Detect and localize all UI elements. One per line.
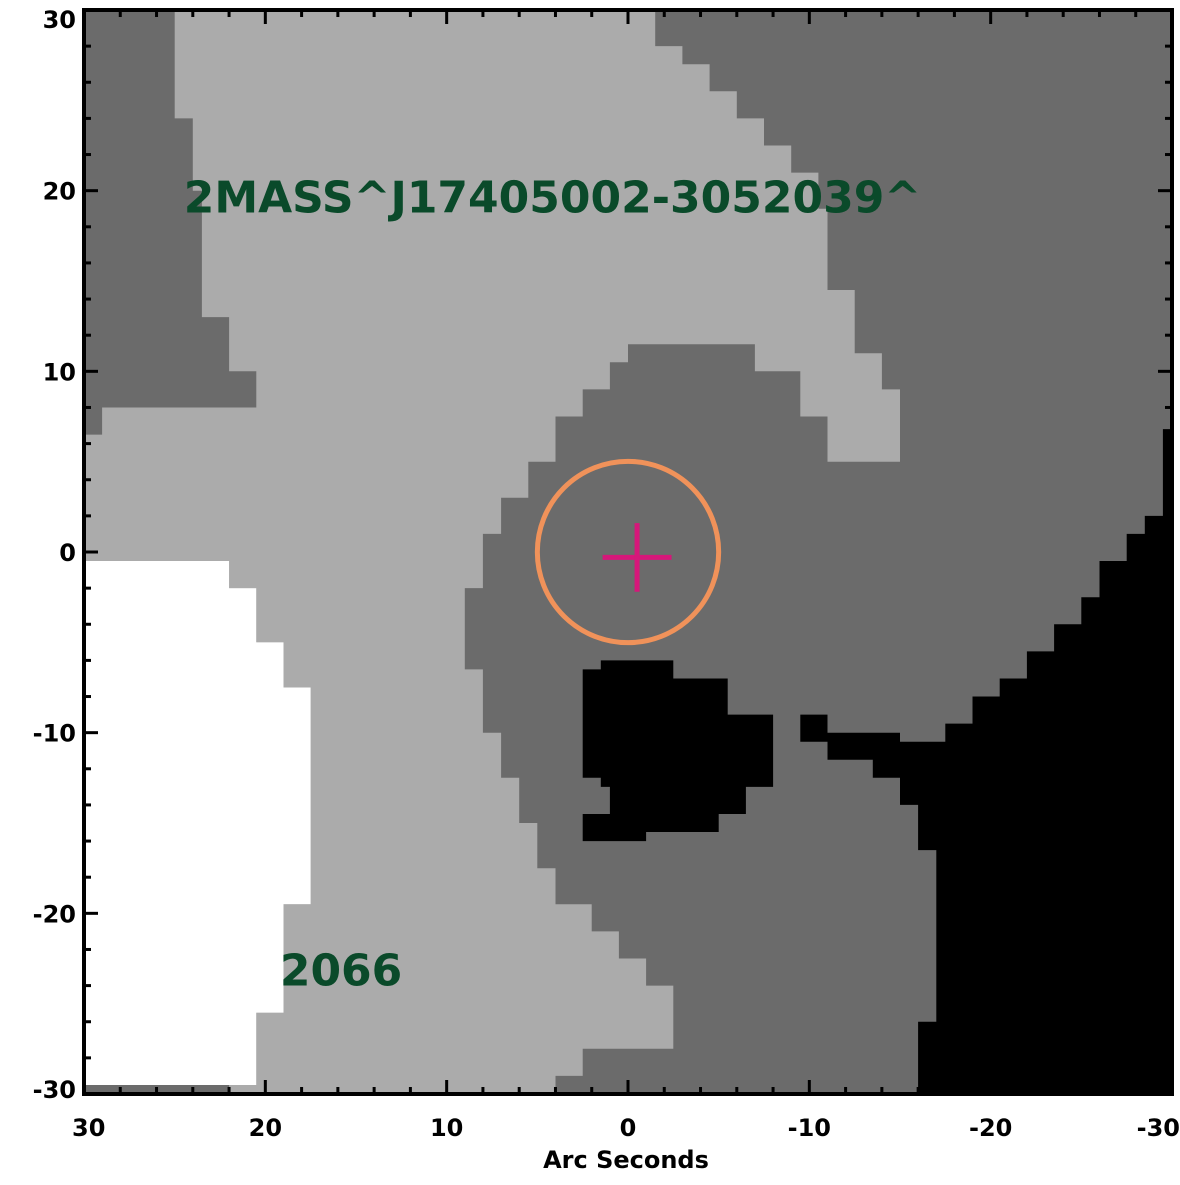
x-tick-label: -30 — [1137, 1114, 1180, 1142]
x-tick-label: 30 — [72, 1114, 105, 1142]
y-tick-label: -30 — [33, 1076, 76, 1104]
y-tick-label: -10 — [33, 720, 76, 748]
x-tick-label: -10 — [788, 1114, 831, 1142]
y-tick-label: 20 — [43, 178, 76, 206]
source-id-label: 2066 — [280, 946, 402, 997]
target-crosshair — [602, 523, 672, 592]
x-axis-title: Arc Seconds — [543, 1146, 709, 1174]
x-tick-label: 10 — [430, 1114, 463, 1142]
x-tick-label: 0 — [620, 1114, 637, 1142]
y-tick-label: 30 — [43, 6, 76, 34]
source-label: 2MASS^J17405002-3052039^ — [184, 172, 921, 223]
intensity-region-3 — [800, 429, 1172, 1094]
y-tick-label: 0 — [59, 539, 76, 567]
intensity-region-0 — [84, 561, 311, 1085]
y-tick-label: -20 — [33, 900, 76, 928]
y-tick-label: 10 — [43, 358, 76, 386]
intensity-region-1 — [84, 10, 900, 1094]
x-tick-label: -20 — [969, 1114, 1012, 1142]
target-circle — [534, 458, 722, 646]
intensity-region-4 — [582, 660, 774, 842]
x-tick-label: 20 — [249, 1114, 282, 1142]
